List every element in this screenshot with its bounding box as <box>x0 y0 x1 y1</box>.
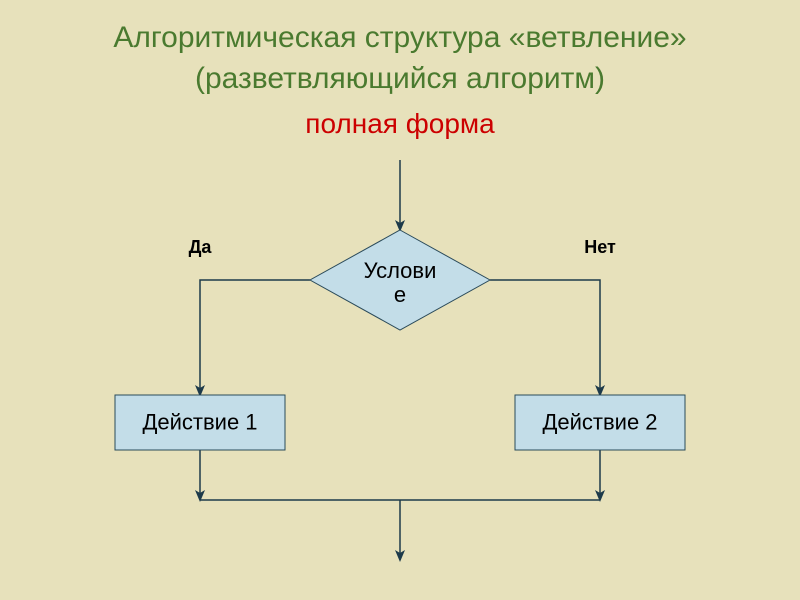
node-condition-label-l1: Услови <box>364 258 437 283</box>
edge-yes <box>200 280 310 395</box>
flowchart-diagram: Услови е Действие 1 Действие 2 Да Нет <box>0 0 800 600</box>
node-action2-label: Действие 2 <box>542 409 657 434</box>
edge-no <box>490 280 600 395</box>
branch-label-no: Нет <box>584 237 616 257</box>
node-action1-label: Действие 1 <box>142 409 257 434</box>
node-condition-label-l2: е <box>394 282 406 307</box>
branch-label-yes: Да <box>189 237 213 257</box>
